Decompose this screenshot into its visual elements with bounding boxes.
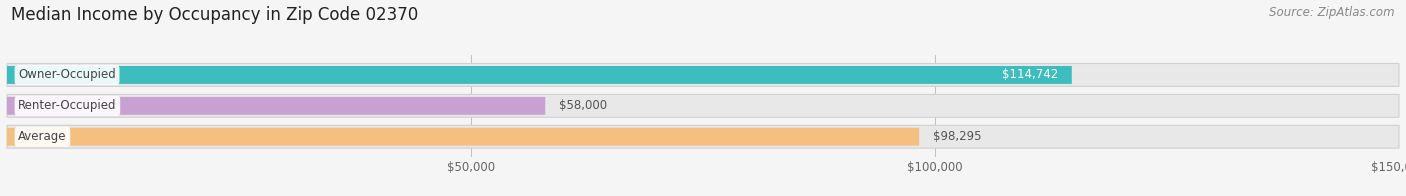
FancyBboxPatch shape	[7, 128, 920, 146]
FancyBboxPatch shape	[7, 94, 1399, 117]
FancyBboxPatch shape	[7, 64, 1399, 86]
FancyBboxPatch shape	[7, 125, 1399, 148]
Text: $58,000: $58,000	[560, 99, 607, 112]
Text: $98,295: $98,295	[934, 130, 981, 143]
Text: Average: Average	[18, 130, 66, 143]
Text: Renter-Occupied: Renter-Occupied	[18, 99, 117, 112]
Text: Source: ZipAtlas.com: Source: ZipAtlas.com	[1270, 6, 1395, 19]
Text: $114,742: $114,742	[1001, 68, 1057, 82]
FancyBboxPatch shape	[7, 66, 1071, 84]
Text: Owner-Occupied: Owner-Occupied	[18, 68, 115, 82]
Text: Median Income by Occupancy in Zip Code 02370: Median Income by Occupancy in Zip Code 0…	[11, 6, 419, 24]
FancyBboxPatch shape	[7, 97, 546, 115]
